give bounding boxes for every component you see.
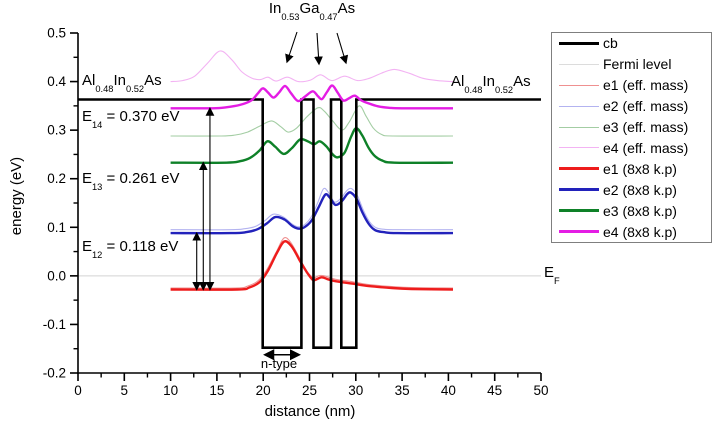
- legend-item-e1-eff-mass: e1 (eff. mass): [552, 75, 711, 96]
- series-e3_kp: [170, 127, 454, 165]
- x-tick-label: 10: [163, 383, 178, 398]
- series-e2_eff: [170, 187, 454, 231]
- x-tick-label: 50: [533, 383, 548, 398]
- x-tick-label: 20: [256, 383, 271, 398]
- series-e2_kp: [170, 191, 454, 235]
- x-tick-label: 40: [441, 383, 456, 398]
- x-tick-label: 25: [302, 383, 317, 398]
- legend-label: e1 (8x8 k.p): [603, 160, 677, 177]
- legend-label: e3 (eff. mass): [603, 119, 689, 136]
- legend-item-e3-eff-mass: e3 (eff. mass): [552, 117, 711, 138]
- series-e1_kp: [170, 240, 454, 291]
- x-tick-label: 30: [348, 383, 363, 398]
- legend-item-e4-8x8-k-p: e4 (8x8 k.p): [552, 221, 711, 242]
- barrier-material-label-right: Al0.48In0.52As: [451, 73, 531, 96]
- barrier-material-label-left: Al0.48In0.52As: [82, 72, 162, 95]
- legend-line-sample: [559, 63, 599, 65]
- legend-label: e3 (8x8 k.p): [603, 202, 677, 219]
- x-tick-label: 35: [395, 383, 410, 398]
- legend-line-sample: [559, 167, 599, 171]
- legend-item-e1-8x8-k-p: e1 (8x8 k.p): [552, 158, 711, 179]
- legend-label: e2 (8x8 k.p): [603, 181, 677, 198]
- legend-line-sample: [559, 147, 599, 149]
- y-tick-label: 0.1: [47, 220, 66, 235]
- legend-line-sample: [559, 84, 599, 86]
- legend-item-e2-eff-mass: e2 (eff. mass): [552, 96, 711, 117]
- legend: cb Fermi level e1 (eff. mass) e2 (eff. mass…: [551, 32, 712, 243]
- legend-label: e4 (eff. mass): [603, 139, 689, 156]
- y-tick-label: -0.1: [43, 317, 66, 332]
- well-material-label: In0.53Ga0.47As: [268, 0, 356, 23]
- y-tick-label: 0.4: [47, 74, 66, 89]
- well-pointer-arrow-2: [314, 32, 323, 66]
- y-tick-label: 0.3: [47, 123, 66, 138]
- legend-line-sample: [559, 188, 599, 192]
- legend-line-sample: [559, 41, 599, 45]
- legend-label: Fermi level: [603, 56, 672, 73]
- legend-label: e4 (8x8 k.p): [603, 223, 677, 240]
- transition-label-e13: E13 = 0.261 eV: [82, 170, 180, 193]
- legend-item-e3-8x8-k-p: e3 (8x8 k.p): [552, 200, 711, 221]
- transition-label-e14: E14 = 0.370 eV: [82, 108, 180, 131]
- series-cb: [78, 98, 541, 349]
- legend-line-sample: [559, 126, 599, 128]
- x-tick-label: 0: [74, 383, 82, 398]
- legend-item-e4-eff-mass: e4 (eff. mass): [552, 138, 711, 159]
- y-tick-label: 0.5: [47, 26, 66, 41]
- transition-label-e12: E12 = 0.118 eV: [82, 238, 179, 261]
- y-tick-label: 0.0: [47, 268, 66, 283]
- legend-label: cb: [603, 35, 618, 52]
- series-e4_eff: [170, 50, 454, 83]
- legend-item-e2-8x8-k-p: e2 (8x8 k.p): [552, 179, 711, 200]
- x-tick-label: 45: [487, 383, 502, 398]
- x-tick-label: 5: [121, 383, 129, 398]
- series-e4_kp: [170, 84, 454, 110]
- legend-line-sample: [559, 105, 599, 107]
- y-tick-label: -0.2: [43, 366, 66, 381]
- x-axis-title: distance (nm): [264, 403, 356, 420]
- x-tick-label: 15: [209, 383, 224, 398]
- legend-line-sample: [559, 230, 599, 234]
- y-axis-title: energy (eV): [8, 156, 25, 236]
- legend-line-sample: [559, 209, 599, 213]
- legend-item-cb: cb: [552, 33, 711, 54]
- legend-label: e2 (eff. mass): [603, 98, 689, 115]
- ntype-doping-label: n-type: [260, 356, 298, 371]
- fermi-level-label: EF: [544, 264, 560, 287]
- well-pointer-arrow-3: [336, 32, 349, 65]
- y-tick-label: 0.2: [47, 171, 66, 186]
- series-e3_eff: [170, 105, 454, 137]
- legend-label: e1 (eff. mass): [603, 77, 689, 94]
- well-pointer-arrow-1: [285, 31, 298, 64]
- legend-item-fermi-level: Fermi level: [552, 54, 711, 75]
